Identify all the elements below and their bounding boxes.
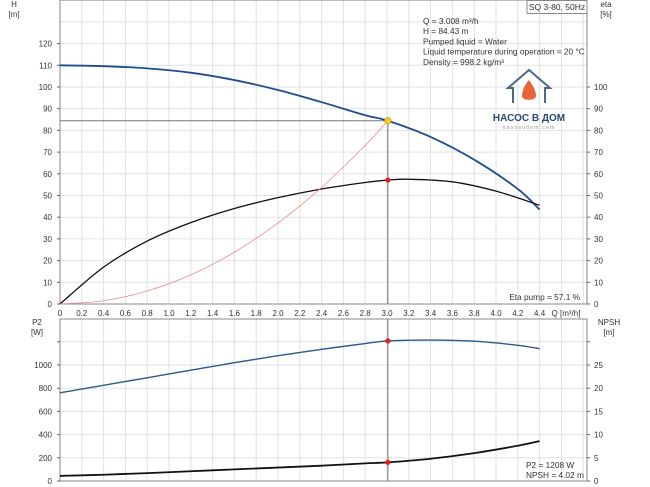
y-axis-label-left: H bbox=[11, 0, 17, 9]
y-tick-label-right: 90 bbox=[594, 105, 603, 114]
y-tick-label-left: 40 bbox=[43, 213, 52, 222]
x-tick-label: 1.6 bbox=[229, 309, 241, 318]
y-tick-label-right: 40 bbox=[594, 213, 603, 222]
p2-result-label: P2 = 1208 W bbox=[526, 460, 574, 470]
y-tick-label-left: 600 bbox=[39, 407, 53, 416]
operating-point-marker bbox=[384, 117, 392, 125]
y-axis-label-left: P2 bbox=[32, 318, 42, 327]
x-tick-label: 4.2 bbox=[512, 309, 524, 318]
y-tick-label-right: 10 bbox=[594, 431, 603, 440]
x-tick-label: 1.4 bbox=[207, 309, 219, 318]
eta-point-marker bbox=[385, 177, 391, 183]
y-tick-label-right: 20 bbox=[594, 257, 603, 266]
logo-house-icon bbox=[505, 68, 553, 103]
x-tick-label: 3.6 bbox=[447, 309, 459, 318]
y-tick-label-left: 120 bbox=[39, 40, 53, 49]
y-tick-label-right: 25 bbox=[594, 361, 603, 370]
x-tick-label: 0.4 bbox=[98, 309, 110, 318]
x-tick-label: 4.0 bbox=[490, 309, 502, 318]
logo-url: nasosvdom.com bbox=[502, 125, 555, 131]
y-tick-label-right: 60 bbox=[594, 170, 603, 179]
y-tick-label-left: 200 bbox=[39, 454, 53, 463]
logo-flame-icon bbox=[522, 80, 536, 100]
y-tick-label-right: 70 bbox=[594, 148, 603, 157]
npsh-result-label: NPSH = 4.02 m bbox=[526, 470, 584, 480]
y-tick-label-right: 100 bbox=[594, 83, 608, 92]
y-tick-label-right: 30 bbox=[594, 235, 603, 244]
y-axis-label-right: eta bbox=[600, 0, 612, 9]
x-tick-label: 4.4 bbox=[534, 309, 546, 318]
x-tick-label: 3.8 bbox=[469, 309, 481, 318]
y-tick-label-left: 800 bbox=[39, 384, 53, 393]
y-tick-label-right: 0 bbox=[594, 300, 599, 309]
x-tick-label: 2.2 bbox=[294, 309, 306, 318]
y-tick-label-right: 0 bbox=[594, 477, 599, 486]
x-tick-label: 3.2 bbox=[403, 309, 415, 318]
x-tick-label: 1.8 bbox=[251, 309, 263, 318]
y-tick-label-left: 110 bbox=[39, 61, 52, 70]
x-axis-label: Q [m³/h] bbox=[552, 309, 581, 318]
x-tick-label: 2.0 bbox=[272, 309, 284, 318]
x-tick-label: 0.8 bbox=[142, 309, 154, 318]
y-axis-label-right-unit: [%] bbox=[600, 10, 612, 19]
y-tick-label-right: 10 bbox=[594, 278, 603, 287]
y-tick-label-left: 30 bbox=[43, 235, 52, 244]
y-tick-label-left: 50 bbox=[43, 192, 52, 201]
y-tick-label-right: 5 bbox=[594, 454, 599, 463]
x-tick-label: 0 bbox=[58, 309, 63, 318]
logo-name: НАСОС В ДОМ bbox=[493, 113, 565, 124]
info-line: Density = 998.2 kg/m³ bbox=[423, 57, 504, 67]
x-tick-label: 1.0 bbox=[163, 309, 175, 318]
curve-system bbox=[59, 120, 389, 305]
x-tick-label: 2.8 bbox=[360, 309, 372, 318]
curve-eta bbox=[59, 178, 540, 305]
y-tick-label-right: 20 bbox=[594, 384, 603, 393]
y-tick-label-left: 80 bbox=[43, 126, 52, 135]
p2-point-marker bbox=[385, 338, 391, 344]
y-tick-label-left: 0 bbox=[48, 300, 53, 309]
x-tick-label: 1.2 bbox=[185, 309, 197, 318]
y-tick-label-left: 10 bbox=[43, 278, 52, 287]
bottom-plot-frame bbox=[59, 318, 588, 482]
y-axis-label-right: NPSH bbox=[598, 318, 620, 327]
y-axis-label-left-unit: [W] bbox=[31, 328, 43, 337]
y-tick-label-left: 0 bbox=[48, 477, 53, 486]
y-tick-label-left: 400 bbox=[39, 431, 53, 440]
info-line: H = 84.43 m bbox=[423, 26, 469, 36]
x-tick-label: 0.6 bbox=[120, 309, 132, 318]
y-tick-label-left: 60 bbox=[43, 170, 52, 179]
x-tick-label: 3.0 bbox=[381, 309, 393, 318]
y-tick-label-left: 1000 bbox=[34, 361, 52, 370]
y-axis-label-left-unit: [m] bbox=[8, 10, 19, 19]
y-tick-label-right: 15 bbox=[594, 407, 603, 416]
npsh-point-marker bbox=[385, 459, 391, 465]
info-line: Q = 3.008 m³/h bbox=[423, 16, 479, 26]
eta-pump-label: Eta pump = 57.1 % bbox=[509, 292, 580, 302]
info-line: Pumped liquid = Water bbox=[423, 36, 507, 46]
curve-npsh bbox=[59, 440, 540, 477]
chart-title: SQ 3-80, 50Hz bbox=[529, 2, 585, 12]
y-tick-label-right: 80 bbox=[594, 126, 603, 135]
title-box bbox=[526, 0, 588, 14]
y-tick-label-left: 100 bbox=[39, 83, 53, 92]
x-tick-label: 2.6 bbox=[338, 309, 350, 318]
y-tick-label-left: 20 bbox=[43, 257, 52, 266]
y-tick-label-left: 90 bbox=[43, 105, 52, 114]
x-tick-label: 0.2 bbox=[76, 309, 88, 318]
y-tick-label-right: 50 bbox=[594, 192, 603, 201]
curve-p2 bbox=[59, 339, 540, 394]
y-axis-label-right-unit: [m] bbox=[603, 328, 614, 337]
x-tick-label: 2.4 bbox=[316, 309, 328, 318]
curve-h bbox=[59, 64, 541, 211]
x-tick-label: 3.4 bbox=[425, 309, 437, 318]
y-tick-label-left: 70 bbox=[43, 148, 52, 157]
info-line: Liquid temperature during operation = 20… bbox=[423, 47, 585, 57]
